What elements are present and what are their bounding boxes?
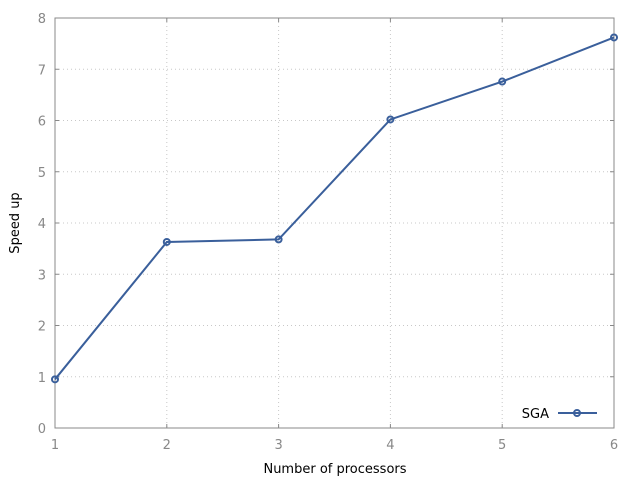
y-tick-label: 0 [38, 422, 46, 437]
y-tick-label: 7 [38, 63, 46, 78]
series-line-sga [54, 36, 615, 380]
legend-marker [573, 409, 581, 417]
legend: SGA [522, 407, 597, 422]
data-point [498, 77, 507, 86]
x-tick-label: 5 [498, 438, 506, 453]
x-tick-label: 4 [386, 438, 394, 453]
y-axis-title: Speed up [8, 192, 23, 253]
x-axis-title: Number of processors [263, 462, 406, 477]
y-tick-label: 4 [38, 217, 46, 232]
y-tick-label: 6 [38, 115, 46, 130]
y-tick-label: 1 [38, 371, 46, 386]
y-tick-label: 5 [38, 166, 46, 181]
data-point [274, 235, 283, 244]
data-point [610, 33, 618, 42]
data-point [386, 115, 395, 124]
grid [55, 18, 614, 428]
x-tick-label: 2 [163, 438, 171, 453]
plot-frame [54, 17, 615, 429]
data-point [162, 237, 171, 246]
y-tick-label: 3 [38, 268, 46, 283]
series-layer [51, 33, 618, 384]
y-tick-label: 8 [38, 12, 46, 27]
x-tick-label: 6 [610, 438, 618, 453]
legend-label: SGA [522, 407, 549, 422]
x-tick-label: 3 [274, 438, 282, 453]
data-point [51, 375, 59, 384]
y-tick-label: 2 [38, 320, 46, 335]
x-tick-label: 1 [51, 438, 59, 453]
